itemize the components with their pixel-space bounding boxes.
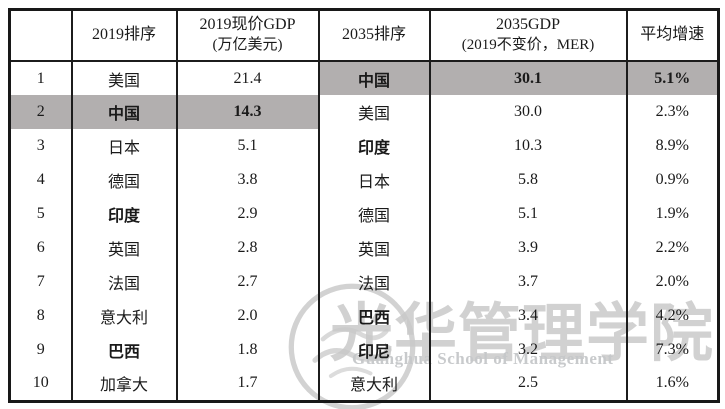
country-2035-cell: 日本	[317, 163, 430, 197]
growth-cell: 1.6%	[625, 367, 719, 401]
table-row: 3 日本 5.1 印度 10.3 8.9%	[10, 129, 719, 163]
gdp-2035-cell: 30.0	[428, 95, 627, 129]
growth-cell: 5.1%	[625, 61, 719, 95]
table-row: 6 英国 2.8 英国 3.9 2.2%	[10, 231, 719, 265]
country-2035-cell: 中国	[317, 61, 430, 95]
country-2019-cell: 德国	[70, 163, 177, 197]
header-2035-gdp: 2035GDP (2019不变价，MER)	[428, 9, 627, 62]
header-2019-gdp-line2: (万亿美元)	[212, 37, 283, 54]
rank-cell: 2	[9, 95, 72, 129]
rank-cell: 10	[32, 374, 49, 392]
header-2019-gdp-line1: 2019现价GDP	[199, 16, 296, 34]
header-2035-gdp-line2: (2019不变价，MER)	[461, 37, 595, 54]
gdp-2035-cell: 5.8	[428, 163, 627, 197]
header-2019-rank: 2019排序	[70, 9, 177, 62]
gdp-2035-cell: 5.1	[428, 197, 627, 231]
country-2035-cell: 意大利	[317, 367, 430, 401]
rank-cell: 4	[36, 171, 45, 188]
header-growth: 平均增速	[625, 9, 719, 62]
growth-cell: 8.9%	[625, 129, 719, 163]
gdp-2035-cell: 30.1	[428, 61, 627, 95]
rank-cell: 1	[36, 69, 45, 87]
gdp-2019-cell: 1.7	[175, 367, 319, 401]
header-rank	[9, 9, 72, 62]
header-2035-rank: 2035排序	[317, 9, 430, 62]
gdp-2035-cell: 2.5	[428, 367, 627, 401]
rank-cell: 6	[36, 239, 45, 256]
gdp-2035-cell: 10.3	[428, 129, 627, 163]
country-2019-cell: 巴西	[70, 333, 177, 367]
country-2035-cell: 巴西	[317, 299, 430, 333]
table-row: 10 加拿大 1.7 意大利 2.5 1.6%	[10, 367, 719, 401]
gdp-2035-cell: 3.9	[428, 231, 627, 265]
table-row: 1 美国 21.4 中国 30.1 5.1%	[10, 61, 719, 95]
gdp-2019-cell: 14.3	[175, 95, 319, 129]
country-2035-cell: 德国	[317, 197, 430, 231]
growth-cell: 7.3%	[625, 333, 719, 367]
rank-cell: 8	[36, 307, 45, 324]
gdp-2019-cell: 21.4	[175, 61, 319, 95]
table-row: 4 德国 3.8 日本 5.8 0.9%	[10, 163, 719, 197]
gdp-2019-cell: 2.9	[175, 197, 319, 231]
gdp-2019-cell: 3.8	[175, 163, 319, 197]
table-row: 8 意大利 2.0 巴西 3.4 4.2%	[10, 299, 719, 333]
country-2035-cell: 美国	[317, 95, 430, 129]
growth-cell: 2.0%	[625, 265, 719, 299]
table-row: 7 法国 2.7 法国 3.7 2.0%	[10, 265, 719, 299]
table-row: 9 巴西 1.8 印尼 3.2 7.3%	[10, 333, 719, 367]
gdp-2019-cell: 5.1	[175, 129, 319, 163]
gdp-2019-cell: 1.8	[175, 333, 319, 367]
country-2035-cell: 印度	[317, 129, 430, 163]
country-2019-cell: 中国	[70, 95, 177, 129]
header-row: 2019排序 2019现价GDP (万亿美元) 2035排序 2035GDP (…	[9, 9, 719, 62]
country-2019-cell: 加拿大	[70, 367, 177, 401]
gdp-2035-cell: 3.4	[428, 299, 627, 333]
country-2019-cell: 印度	[70, 197, 177, 231]
growth-cell: 4.2%	[625, 299, 719, 333]
gdp-ranking-table: 2019排序 2019现价GDP (万亿美元) 2035排序 2035GDP (…	[8, 8, 720, 403]
growth-cell: 2.2%	[625, 231, 719, 265]
rank-cell: 5	[36, 205, 45, 222]
header-2035-gdp-line1: 2035GDP	[495, 16, 560, 34]
gdp-2019-cell: 2.7	[175, 265, 319, 299]
country-2019-cell: 意大利	[70, 299, 177, 333]
gdp-2019-cell: 2.0	[175, 299, 319, 333]
gdp-2035-cell: 3.2	[428, 333, 627, 367]
growth-cell: 0.9%	[625, 163, 719, 197]
growth-cell: 1.9%	[625, 197, 719, 231]
growth-cell: 2.3%	[625, 95, 719, 129]
table-row: 2 中国 14.3 美国 30.0 2.3%	[9, 95, 719, 129]
rank-cell: 7	[36, 273, 45, 290]
country-2035-cell: 印尼	[317, 333, 430, 367]
country-2019-cell: 法国	[70, 265, 177, 299]
country-2035-cell: 英国	[317, 231, 430, 265]
rank-cell: 3	[36, 137, 45, 154]
country-2019-cell: 英国	[70, 231, 177, 265]
header-2019-gdp: 2019现价GDP (万亿美元)	[175, 9, 319, 62]
country-2019-cell: 日本	[70, 129, 177, 163]
table-row: 5 印度 2.9 德国 5.1 1.9%	[10, 197, 719, 231]
country-2019-cell: 美国	[70, 61, 177, 95]
rank-cell: 9	[36, 341, 45, 358]
country-2035-cell: 法国	[317, 265, 430, 299]
gdp-2035-cell: 3.7	[428, 265, 627, 299]
gdp-2019-cell: 2.8	[175, 231, 319, 265]
